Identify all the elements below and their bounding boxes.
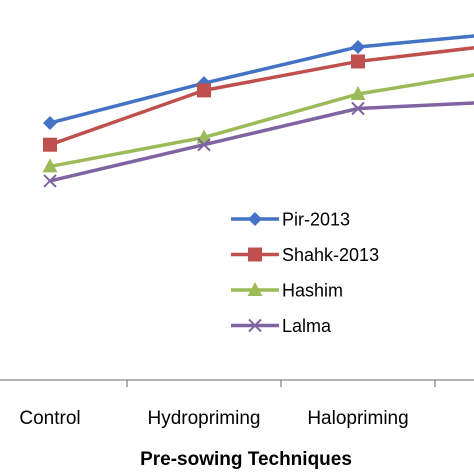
series-line: [49, 101, 474, 183]
data-point: [43, 115, 57, 130]
series-line: [49, 73, 474, 169]
legend-swatch-marker: [247, 282, 263, 296]
data-point: [351, 101, 365, 116]
data-point: [43, 137, 57, 152]
legend-entry: Hashim: [231, 281, 343, 301]
series-3: [43, 101, 474, 188]
x-axis-title: Pre-sowing Techniques: [140, 449, 352, 470]
legend-swatch-marker: [248, 247, 262, 262]
legend-swatch-marker: [248, 318, 262, 333]
data-point: [197, 83, 211, 98]
series-1: [43, 46, 474, 152]
x-axis-tick-labels: ControlHydroprimingHaloprimingH: [19, 408, 408, 429]
series-0: [43, 34, 474, 130]
series-layer: [42, 34, 474, 188]
legend-entry: Pir-2013: [231, 210, 350, 230]
data-point: [350, 86, 366, 101]
series-2: [42, 73, 474, 173]
data-point: [351, 54, 365, 69]
legend: Pir-2013 Shahk-2013 Hashim Lalma: [231, 210, 379, 336]
x-tick-label: Control: [19, 408, 80, 429]
x-tick-label: Halopriming: [307, 408, 408, 429]
x-tick-label: Hydropriming: [148, 408, 261, 429]
legend-label: Shahk-2013: [282, 245, 379, 265]
series-line: [49, 46, 474, 147]
data-point: [43, 174, 57, 188]
x-axis-ticks: [126, 380, 436, 387]
data-point: [42, 158, 58, 173]
data-point: [351, 39, 365, 54]
data-point: [197, 137, 211, 152]
legend-label: Pir-2013: [282, 210, 350, 230]
legend-entry: Shahk-2013: [231, 245, 379, 265]
legend-label: Lalma: [282, 316, 332, 336]
legend-label: Hashim: [282, 281, 343, 301]
series-line: [49, 34, 474, 125]
legend-entry: Lalma: [231, 316, 332, 336]
legend-swatch-marker: [248, 212, 262, 226]
